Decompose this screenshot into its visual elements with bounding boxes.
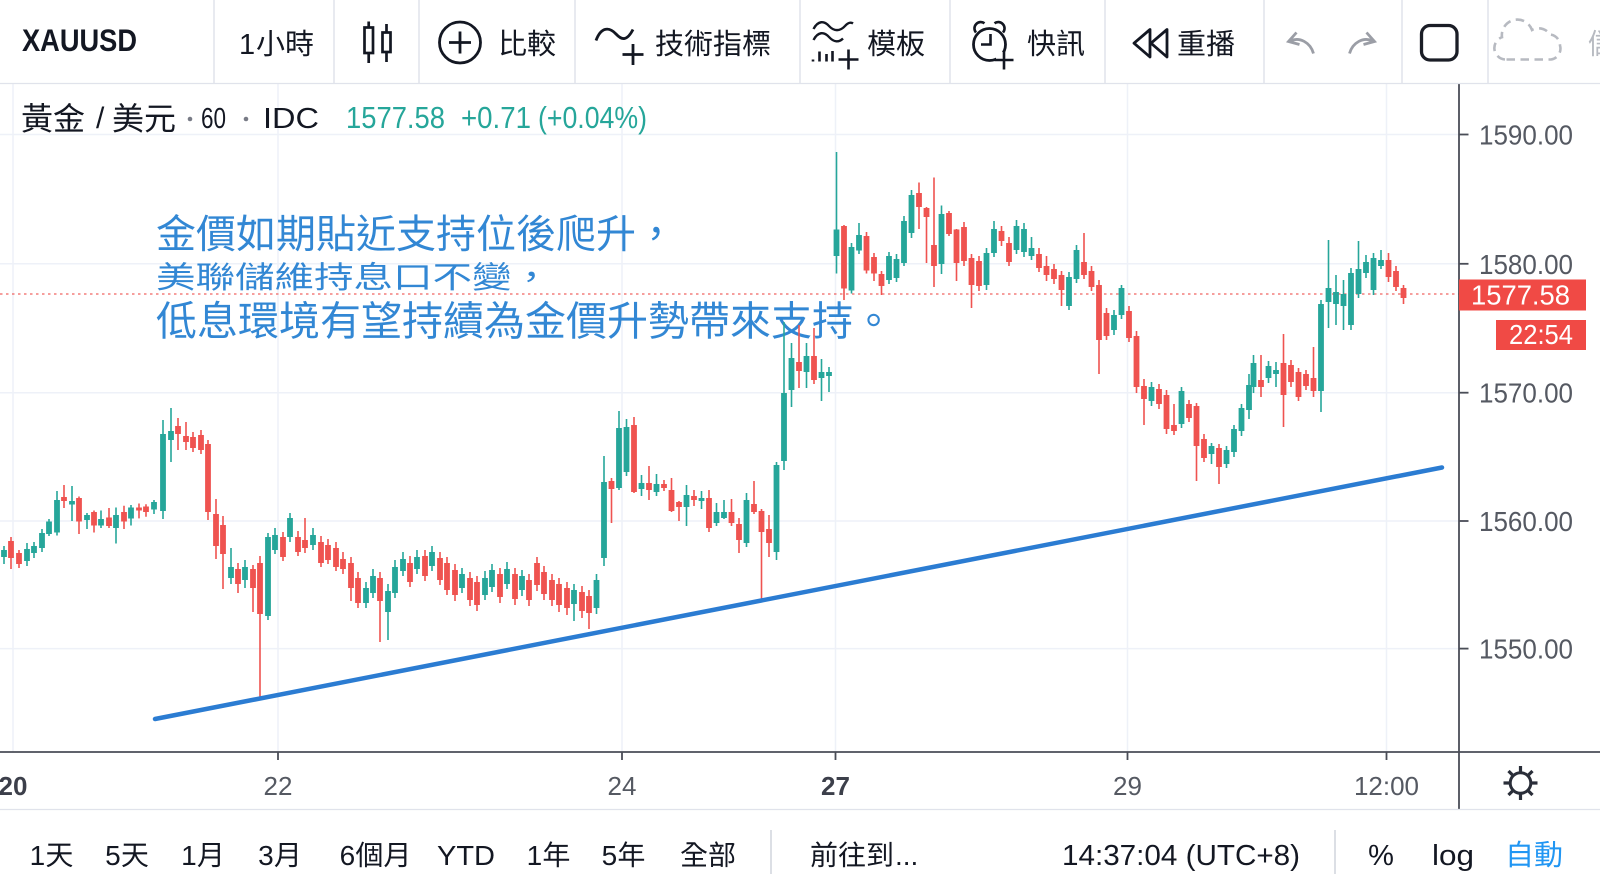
svg-text:12:00: 12:00 [1354, 771, 1419, 801]
svg-text:5: 5 [105, 840, 121, 871]
svg-text:log: log [1432, 840, 1474, 872]
svg-text:1550.00: 1550.00 [1479, 634, 1573, 665]
svg-text:1570.00: 1570.00 [1479, 378, 1573, 409]
svg-text:6: 6 [340, 840, 356, 871]
svg-text:22:54: 22:54 [1509, 319, 1573, 350]
svg-text:+0.71: +0.71 [461, 100, 531, 135]
svg-text:1580.00: 1580.00 [1479, 249, 1573, 280]
svg-text:3: 3 [258, 840, 274, 871]
svg-text:1: 1 [30, 840, 46, 871]
svg-text:1577.58: 1577.58 [346, 100, 445, 135]
svg-text:IDC: IDC [263, 103, 319, 135]
svg-text:1: 1 [527, 840, 543, 871]
svg-text:1577.58: 1577.58 [1471, 280, 1570, 311]
svg-text:22: 22 [264, 771, 293, 801]
svg-text:1560.00: 1560.00 [1479, 506, 1573, 537]
svg-text:20: 20 [0, 771, 27, 801]
svg-text:24: 24 [608, 771, 637, 801]
svg-text:1: 1 [181, 840, 197, 871]
svg-text:14:37:04 (UTC+8): 14:37:04 (UTC+8) [1062, 840, 1300, 872]
svg-text:(+0.04%): (+0.04%) [538, 100, 647, 135]
svg-text:60: 60 [201, 103, 226, 135]
svg-text:...: ... [895, 840, 918, 871]
svg-text:/: / [96, 102, 105, 135]
svg-text:1: 1 [239, 29, 255, 61]
svg-text:27: 27 [821, 771, 850, 801]
svg-text:%: % [1368, 840, 1394, 872]
svg-text:1590.00: 1590.00 [1479, 120, 1573, 151]
svg-text:5: 5 [602, 840, 618, 871]
svg-text:29: 29 [1113, 771, 1142, 801]
svg-text:XAUUSD: XAUUSD [22, 22, 137, 58]
svg-text:YTD: YTD [437, 840, 495, 871]
